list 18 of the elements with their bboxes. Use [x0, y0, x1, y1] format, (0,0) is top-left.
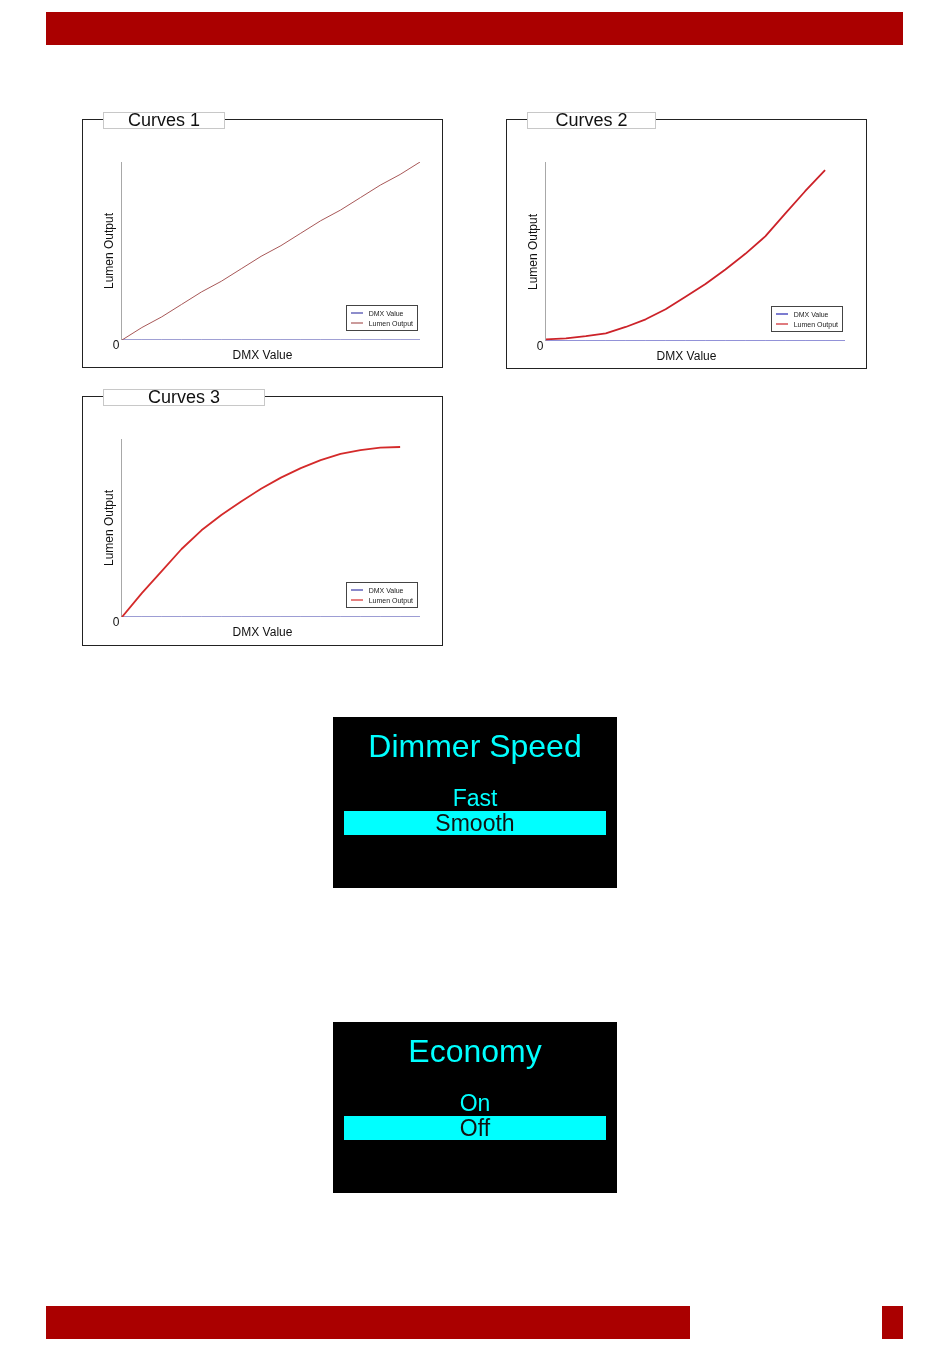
- annotation: 0: [112, 338, 120, 352]
- category-label: Smooth: [344, 810, 606, 836]
- chart-title: Curves 2: [527, 110, 656, 130]
- x-axis-title: DMX Value: [232, 625, 293, 639]
- y-axis-title: Lumen Output: [102, 489, 116, 567]
- y-axis-title: Lumen Output: [102, 212, 116, 290]
- category-label: Off: [344, 1115, 606, 1141]
- annotation: 0: [536, 339, 544, 353]
- text: Dimmer Speed: [367, 727, 583, 766]
- category-label: Fast: [344, 785, 606, 811]
- chart-title: Curves 1: [103, 110, 225, 130]
- text: Economy: [407, 1032, 543, 1071]
- category-label: On: [344, 1090, 606, 1116]
- x-axis-title: DMX Value: [232, 348, 293, 362]
- chart-title: Curves 3: [103, 387, 265, 407]
- y-axis-title: Lumen Output: [526, 213, 540, 290]
- annotation: 0: [112, 615, 120, 629]
- x-axis-title: DMX Value: [656, 349, 717, 363]
